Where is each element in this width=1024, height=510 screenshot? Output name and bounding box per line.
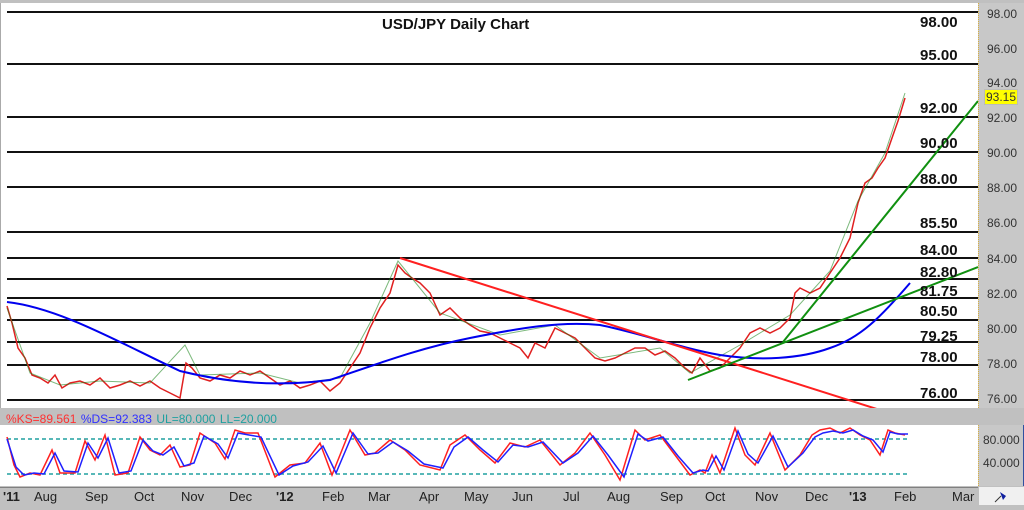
stoch-tick: 80.000 bbox=[983, 433, 1020, 447]
price-series bbox=[6, 97, 906, 400]
downtrend-line bbox=[399, 257, 877, 408]
date-tick: Nov bbox=[755, 489, 779, 504]
level-label: 88.00 bbox=[920, 171, 958, 188]
date-tick: '13 bbox=[849, 489, 867, 504]
date-tick: Feb bbox=[894, 489, 917, 504]
price-chart-svg bbox=[0, 3, 978, 408]
level-label: 79.25 bbox=[920, 328, 958, 345]
date-tick: Nov bbox=[181, 489, 205, 504]
stoch-tick: 40.000 bbox=[983, 456, 1020, 470]
ks-line bbox=[6, 425, 906, 482]
date-tick: May bbox=[464, 489, 489, 504]
date-tick: Aug bbox=[607, 489, 631, 504]
date-tick: Sep bbox=[660, 489, 684, 504]
level-label: 84.00 bbox=[920, 242, 958, 259]
uptrend-line-2 bbox=[782, 100, 978, 343]
date-tick: Apr bbox=[419, 489, 440, 504]
ul-value: UL=80.000 bbox=[156, 412, 216, 426]
moving-average-line bbox=[6, 282, 911, 385]
date-axis[interactable]: '11 Aug Sep Oct Nov Dec '12 Feb Mar Apr … bbox=[0, 487, 978, 506]
level-label: 85.50 bbox=[920, 215, 958, 232]
ks-value: %KS=89.561 bbox=[6, 412, 77, 426]
stochastic-panel[interactable] bbox=[0, 425, 978, 486]
date-tick: Oct bbox=[705, 489, 726, 504]
level-label: 92.00 bbox=[920, 100, 958, 117]
ll-value: LL=20.000 bbox=[219, 412, 277, 426]
date-tick: '12 bbox=[276, 489, 294, 504]
level-label: 76.00 bbox=[920, 385, 958, 402]
date-tick: Jul bbox=[563, 489, 580, 504]
ds-line bbox=[6, 428, 908, 479]
stochastic-svg bbox=[6, 425, 910, 482]
level-label: 82.80 bbox=[920, 264, 958, 281]
date-tick: Feb bbox=[322, 489, 345, 504]
stochastic-header: %KS=89.561 %DS=92.383 UL=80.000 LL=20.00… bbox=[0, 410, 1024, 426]
price-tick: 86.00 bbox=[987, 216, 1018, 230]
date-tick: Dec bbox=[805, 489, 829, 504]
date-tick: Dec bbox=[229, 489, 253, 504]
price-axis[interactable]: 98.00 96.00 94.00 92.00 90.00 88.00 86.0… bbox=[978, 3, 1024, 408]
level-label: 78.00 bbox=[920, 349, 958, 366]
price-tick: 88.00 bbox=[987, 181, 1018, 195]
last-price-badge: 93.15 bbox=[984, 89, 1019, 105]
price-tick: 90.00 bbox=[987, 146, 1018, 160]
date-tick: Mar bbox=[952, 489, 975, 504]
ds-value: %DS=92.383 bbox=[80, 412, 152, 426]
level-label: 98.00 bbox=[920, 14, 958, 31]
price-tick: 76.00 bbox=[987, 392, 1018, 406]
price-series-green bbox=[6, 92, 906, 386]
chart-title: USD/JPY Daily Chart bbox=[382, 16, 530, 33]
top-border bbox=[0, 0, 1024, 3]
price-tick: 96.00 bbox=[987, 42, 1018, 56]
date-tick: Sep bbox=[85, 489, 109, 504]
level-label: 80.50 bbox=[920, 303, 958, 320]
pin-icon bbox=[994, 492, 1006, 503]
date-tick: Jun bbox=[512, 489, 533, 504]
level-label: 95.00 bbox=[920, 47, 958, 64]
level-label: 90.00 bbox=[920, 135, 958, 152]
stochastic-axis[interactable]: 80.000 40.000 bbox=[978, 425, 1024, 486]
support-resistance-lines bbox=[7, 11, 978, 401]
date-tick: Oct bbox=[134, 489, 155, 504]
price-tick: 84.00 bbox=[987, 252, 1018, 266]
price-tick: 92.00 bbox=[987, 111, 1018, 125]
drawing-tool-button[interactable] bbox=[979, 487, 1024, 505]
price-chart-panel[interactable]: USD/JPY Daily Chart 98.00 95.00 92.00 90… bbox=[0, 3, 978, 408]
price-tick: 82.00 bbox=[987, 287, 1018, 301]
uptrend-line-1 bbox=[687, 266, 978, 381]
price-tick: 78.00 bbox=[987, 357, 1018, 371]
price-tick: 98.00 bbox=[987, 7, 1018, 21]
price-tick: 94.00 bbox=[987, 76, 1018, 90]
price-tick: 80.00 bbox=[987, 322, 1018, 336]
date-tick: Mar bbox=[368, 489, 391, 504]
date-tick: Aug bbox=[34, 489, 58, 504]
date-tick: '11 bbox=[3, 489, 20, 504]
level-label: 81.75 bbox=[920, 283, 958, 300]
